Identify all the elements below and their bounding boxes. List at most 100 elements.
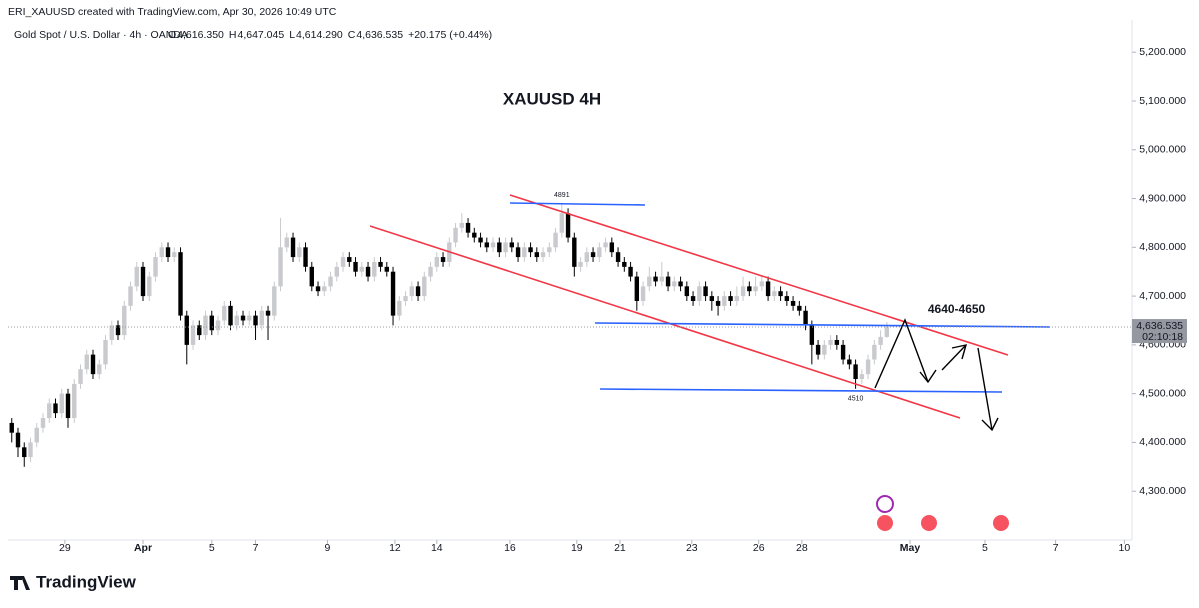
candle-body bbox=[797, 305, 802, 311]
candle-body bbox=[859, 374, 865, 380]
candle-body bbox=[9, 422, 14, 433]
candle-body bbox=[234, 315, 239, 326]
candle-body bbox=[840, 344, 846, 360]
arrow-head bbox=[919, 369, 937, 384]
candles bbox=[9, 202, 890, 467]
y-tick-label: 4,300.000 bbox=[1139, 485, 1186, 497]
candle-body bbox=[215, 320, 221, 331]
candle-body bbox=[684, 286, 690, 297]
candle-body bbox=[434, 257, 439, 267]
candle-body bbox=[172, 252, 177, 258]
candle-body bbox=[159, 247, 164, 258]
candle-body bbox=[697, 286, 702, 301]
ohlc-key: O bbox=[168, 29, 176, 41]
candle-body bbox=[465, 222, 471, 233]
candle-body bbox=[184, 315, 189, 345]
candle-body bbox=[815, 344, 821, 355]
x-tick-label: 26 bbox=[753, 542, 765, 554]
ohlc-value: 4,636.535 bbox=[356, 29, 403, 41]
candle-body bbox=[403, 296, 408, 301]
event-icon[interactable] bbox=[877, 515, 893, 531]
candle-body bbox=[659, 276, 665, 282]
candle-body bbox=[628, 266, 633, 277]
candle-body bbox=[334, 266, 339, 277]
event-icons bbox=[876, 495, 1009, 531]
candle-body bbox=[40, 418, 46, 428]
candle-body bbox=[140, 266, 146, 297]
x-tick-label: 29 bbox=[59, 542, 71, 554]
candle-body bbox=[397, 300, 402, 316]
ohlc-key: L bbox=[289, 29, 295, 41]
candle-body bbox=[772, 291, 777, 297]
candle-body bbox=[328, 276, 333, 287]
event-icon[interactable] bbox=[993, 515, 1009, 531]
candle-body bbox=[690, 296, 696, 301]
candle-body bbox=[634, 276, 640, 301]
candle-body bbox=[15, 432, 21, 448]
event-icon[interactable] bbox=[876, 495, 894, 513]
grid bbox=[64, 51, 1136, 544]
candle-body bbox=[572, 237, 577, 267]
candle-body bbox=[197, 325, 202, 336]
x-tick-label: 19 bbox=[571, 542, 583, 554]
candle-body bbox=[28, 442, 33, 458]
ohlc-value: 4,614.290 bbox=[296, 29, 343, 41]
candle-body bbox=[484, 242, 490, 248]
candle-body bbox=[190, 325, 196, 345]
candle-body bbox=[590, 252, 596, 258]
x-tick-label: 5 bbox=[982, 542, 988, 554]
candle-body bbox=[440, 257, 446, 262]
candle-body bbox=[828, 340, 833, 345]
candle-body bbox=[672, 281, 677, 287]
candle-body bbox=[459, 222, 465, 228]
candle-body bbox=[222, 305, 227, 321]
candle-body bbox=[653, 276, 658, 282]
candle-body bbox=[347, 257, 352, 262]
annotation: 4510 bbox=[848, 396, 864, 403]
candle-body bbox=[147, 276, 152, 297]
arrow-path bbox=[941, 344, 967, 371]
candle-body bbox=[278, 247, 283, 287]
candle-body bbox=[534, 252, 540, 258]
event-icon[interactable] bbox=[921, 515, 937, 531]
candle-body bbox=[865, 359, 871, 375]
candle-body bbox=[753, 286, 758, 292]
y-tick-label: 4,400.000 bbox=[1139, 436, 1186, 448]
y-tick-label: 5,000.000 bbox=[1139, 144, 1186, 156]
candle-body bbox=[353, 261, 358, 272]
ohlc-key: H bbox=[229, 29, 237, 41]
candle-body bbox=[547, 247, 552, 253]
candle-body bbox=[540, 252, 546, 258]
candle-body bbox=[478, 237, 483, 243]
arrow-head bbox=[951, 344, 967, 360]
candle-body bbox=[553, 232, 558, 248]
candle-body bbox=[115, 325, 121, 336]
candle-body bbox=[878, 336, 883, 345]
x-tick-label: 9 bbox=[324, 542, 330, 554]
candle-body bbox=[290, 237, 296, 258]
candle-body bbox=[603, 242, 608, 248]
candle-body bbox=[359, 266, 364, 272]
candle-body bbox=[428, 266, 433, 277]
candle-body bbox=[22, 447, 27, 458]
candle-body bbox=[722, 296, 727, 306]
candle-body bbox=[240, 315, 246, 321]
annotation: 4891 bbox=[554, 192, 570, 199]
arrow-head bbox=[981, 417, 999, 432]
logo-text: TradingView bbox=[36, 572, 137, 591]
countdown: 02:10:18 bbox=[1142, 331, 1183, 343]
x-tick-label: 7 bbox=[1053, 542, 1059, 554]
candle-body bbox=[53, 403, 58, 414]
candle-body bbox=[578, 261, 583, 267]
candle-body bbox=[647, 276, 652, 287]
candle-body bbox=[72, 383, 77, 419]
candle-body bbox=[128, 286, 133, 306]
candle-body bbox=[597, 247, 602, 258]
candle-body bbox=[103, 340, 108, 365]
candle-body bbox=[65, 393, 71, 419]
change: +20.175 (+0.44%) bbox=[408, 29, 492, 41]
candle-body bbox=[747, 286, 752, 292]
y-tick-label: 4,800.000 bbox=[1139, 241, 1186, 253]
